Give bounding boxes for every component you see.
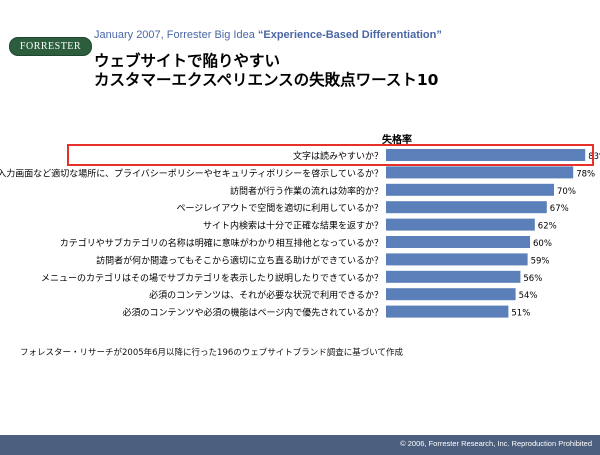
slide-title-line2: カスタマーエクスペリエンスの失敗点ワースト10 (94, 71, 439, 89)
category-label-10: 必須のコンテンツや必須の機能はページ内で優先されているか？ (122, 307, 383, 319)
category-label-7: 訪問者が何か間違ってもそこから適切に立ち直る助けができているか？ (96, 254, 383, 266)
category-label-2: お客様情報の入力画面など適切な場所に、プライバシーポリシーやセキュリティポリシー… (0, 167, 383, 179)
bar-2 (386, 166, 574, 179)
category-label-8: メニューのカテゴリはその場でサブカテゴリを表示したり説明したりできているか？ (41, 272, 383, 284)
footnote: フォレスター・リサーチが2005年6月以降に行った196のウェブサイトブランド調… (20, 348, 404, 358)
bar-7 (386, 253, 528, 266)
category-label-5: サイト内検索は十分で正確な結果を返すか？ (203, 220, 383, 232)
bar-10 (386, 305, 509, 318)
footer-bar: © 2006, Forrester Research, Inc. Reprodu… (0, 435, 600, 455)
bar-5 (386, 218, 535, 231)
bar-chart: 文字は読みやすいか？ 83% お客様情報の入力画面など適切な場所に、プライバシーポリ… (0, 144, 600, 319)
bar-8 (386, 270, 521, 283)
value-label-8: 56% (523, 274, 542, 284)
value-label-3: 70% (557, 187, 576, 197)
bar-3 (386, 183, 554, 196)
value-label-7: 59% (531, 256, 550, 266)
report-byline-title: “Experience-Based Differentiation” (257, 29, 442, 41)
bar-9 (386, 288, 516, 301)
value-label-2: 78% (576, 169, 595, 179)
category-label-3: 訪問者が行う作業の流れは効率的か？ (230, 185, 383, 197)
value-label-5: 62% (538, 222, 557, 232)
value-label-10: 51% (511, 309, 530, 319)
copyright-text: © 2006, Forrester Research, Inc. Reprodu… (400, 439, 592, 448)
value-label-9: 54% (519, 291, 538, 301)
bar-1 (386, 149, 586, 161)
category-label-9: 必須のコンテンツは、それが必要な状況で利用できるか？ (149, 289, 383, 301)
report-byline-date: January 2007, Forrester Big Idea (94, 29, 258, 41)
slide-title: ウェブサイトで陥りやすい カスタマーエクスペリエンスの失敗点ワースト10 (94, 52, 438, 90)
chart-column-header: 失格率 (382, 135, 412, 146)
bar-4 (386, 201, 547, 214)
category-label-4: ページレイアウトで空間を適切に利用しているか？ (176, 202, 383, 214)
value-label-4: 67% (550, 204, 569, 214)
category-label-6: カテゴリやサブカテゴリの名称は明確に意味がわかり相互排他となっているか？ (60, 237, 383, 249)
highlight-box (67, 144, 594, 166)
value-label-1: 83% (588, 152, 600, 162)
value-label-6: 60% (533, 239, 552, 249)
report-byline: January 2007, Forrester Big Idea “Experi… (94, 29, 442, 41)
bar-6 (386, 236, 530, 248)
slide-title-line1: ウェブサイトで陥りやすい (94, 52, 281, 70)
forrester-logo: FORRESTER (9, 37, 92, 56)
category-label-1: 文字は読みやすいか？ (293, 150, 383, 162)
